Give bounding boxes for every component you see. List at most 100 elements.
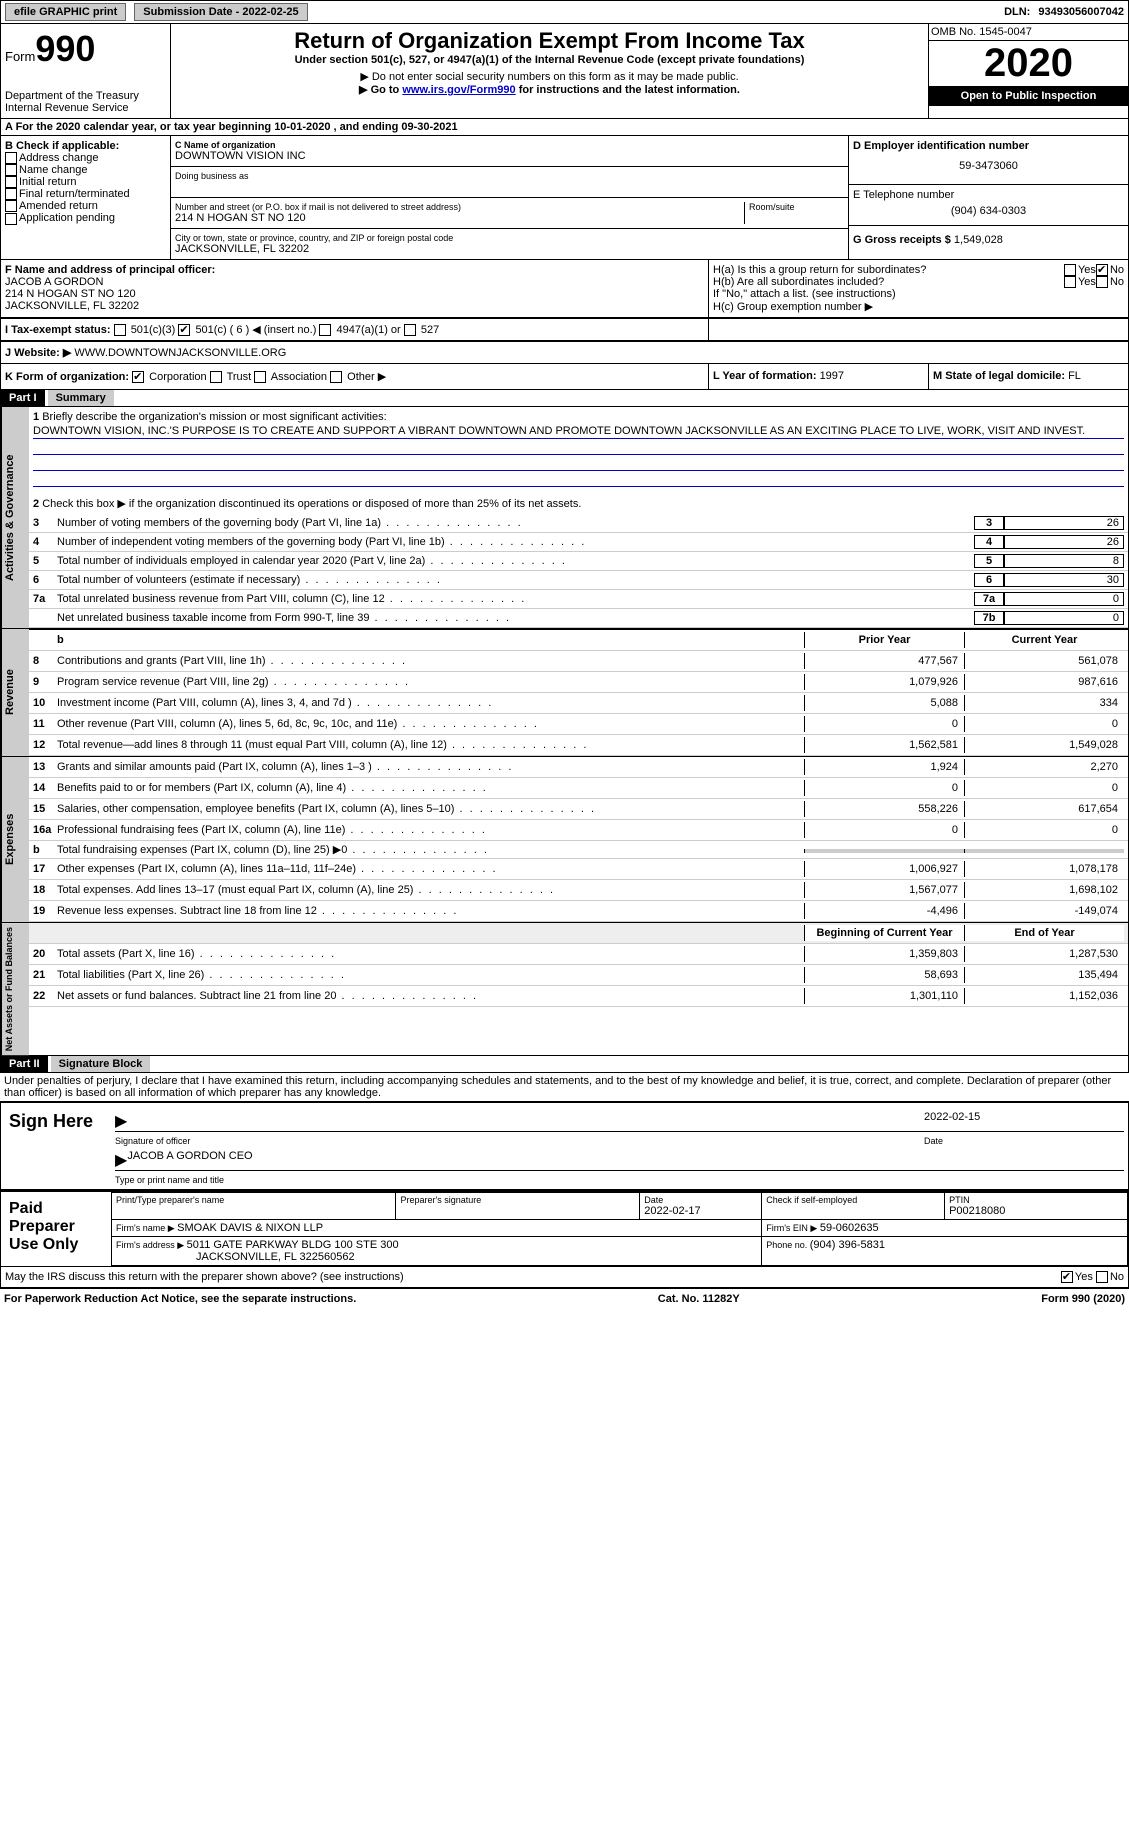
- ha-no-label: No: [1110, 264, 1124, 276]
- exp-line: bTotal fundraising expenses (Part IX, co…: [29, 841, 1128, 859]
- date-label: Date: [924, 1136, 1124, 1146]
- gov-line: Net unrelated business taxable income fr…: [29, 609, 1128, 628]
- net-line: 22Net assets or fund balances. Subtract …: [29, 986, 1128, 1007]
- prep-phone: (904) 396-5831: [810, 1239, 885, 1251]
- exp-line: 15Salaries, other compensation, employee…: [29, 799, 1128, 820]
- note-goto-pre: ▶ Go to: [359, 84, 402, 96]
- discuss-no[interactable]: [1096, 1271, 1108, 1283]
- line-l-label: L Year of formation:: [713, 370, 820, 382]
- sign-here-section: Sign Here ▶ 2022-02-15 Signature of offi…: [0, 1101, 1129, 1190]
- discuss-label: May the IRS discuss this return with the…: [5, 1271, 1061, 1283]
- submission-date: 2022-02-25: [242, 6, 298, 18]
- officer-name: JACOB A GORDON: [5, 276, 704, 288]
- hb-yes[interactable]: [1064, 276, 1076, 288]
- self-emp-label: Check if self-employed: [766, 1195, 940, 1205]
- submission-label: Submission Date -: [143, 6, 242, 18]
- city-label: City or town, state or province, country…: [175, 233, 844, 243]
- hb-no[interactable]: [1096, 276, 1108, 288]
- chk-501c[interactable]: [178, 324, 190, 336]
- section-g-label: G Gross receipts $: [853, 234, 954, 246]
- checkbox-initial[interactable]: [5, 176, 17, 188]
- paid-preparer-label: Paid Preparer Use Only: [1, 1192, 111, 1266]
- addr-label: Number and street (or P.O. box if mail i…: [175, 202, 744, 212]
- footer-mid: Cat. No. 11282Y: [658, 1293, 740, 1305]
- opt-501c3: 501(c)(3): [131, 324, 176, 336]
- section-f-h: F Name and address of principal officer:…: [0, 260, 1129, 319]
- chk-trust[interactable]: [210, 371, 222, 383]
- section-d-label: D Employer identification number: [853, 140, 1124, 152]
- part2-header-row: Part II Signature Block: [0, 1056, 1129, 1073]
- part1-revenue: Revenue b Prior Year Current Year 8Contr…: [0, 629, 1129, 757]
- paid-preparer-section: Paid Preparer Use Only Print/Type prepar…: [0, 1190, 1129, 1267]
- hb-no-label: No: [1110, 276, 1124, 288]
- form-header: Form990 Department of the Treasury Inter…: [0, 24, 1129, 119]
- prep-date: 2022-02-17: [644, 1205, 757, 1217]
- checkbox-name-change[interactable]: [5, 164, 17, 176]
- submission-date-button[interactable]: Submission Date - 2022-02-25: [134, 3, 307, 21]
- section-f-label: F Name and address of principal officer:: [5, 264, 704, 276]
- col-current-header: Current Year: [964, 632, 1124, 648]
- rev-line: 9Program service revenue (Part VIII, lin…: [29, 672, 1128, 693]
- irs-link[interactable]: www.irs.gov/Form990: [402, 84, 515, 96]
- col-beg-header: Beginning of Current Year: [804, 925, 964, 941]
- chk-4947[interactable]: [319, 324, 331, 336]
- side-expenses: Expenses: [1, 757, 29, 922]
- exp-line: 13Grants and similar amounts paid (Part …: [29, 757, 1128, 778]
- chk-assoc[interactable]: [254, 371, 266, 383]
- form-title: Return of Organization Exempt From Incom…: [175, 28, 924, 54]
- discuss-yes-label: Yes: [1075, 1271, 1093, 1283]
- gov-line: 3Number of voting members of the governi…: [29, 514, 1128, 533]
- q2-label: Check this box ▶ if the organization dis…: [42, 498, 581, 510]
- dln-label: DLN:: [1004, 6, 1030, 18]
- note-ssn: ▶ Do not enter social security numbers o…: [175, 70, 924, 83]
- chk-other[interactable]: [330, 371, 342, 383]
- side-revenue: Revenue: [1, 629, 29, 756]
- side-netassets: Net Assets or Fund Balances: [1, 923, 29, 1055]
- ptin: P00218080: [949, 1205, 1123, 1217]
- opt-corp: Corporation: [149, 371, 206, 383]
- open-inspection: Open to Public Inspection: [929, 86, 1128, 106]
- chk-501c3[interactable]: [114, 324, 126, 336]
- officer-addr1: 214 N HOGAN ST NO 120: [5, 288, 704, 300]
- state-domicile: FL: [1068, 370, 1081, 382]
- checkbox-pending[interactable]: [5, 213, 17, 225]
- section-k-l-m: K Form of organization: Corporation Trus…: [0, 364, 1129, 390]
- prep-name-label: Print/Type preparer's name: [116, 1195, 391, 1205]
- part1-label: Part I: [1, 390, 45, 406]
- col-prior-header: Prior Year: [804, 632, 964, 648]
- firm-addr1: 5011 GATE PARKWAY BLDG 100 STE 300: [187, 1239, 399, 1251]
- ha-no[interactable]: [1096, 264, 1108, 276]
- form-number: 990: [35, 28, 95, 69]
- website: WWW.DOWNTOWNJACKSONVILLE.ORG: [74, 347, 286, 359]
- officer-name-title: JACOB A GORDON CEO: [127, 1150, 252, 1170]
- opt-initial: Initial return: [19, 176, 76, 188]
- ha-yes[interactable]: [1064, 264, 1076, 276]
- line-m-label: M State of legal domicile:: [933, 370, 1068, 382]
- year-formation: 1997: [820, 370, 844, 382]
- checkbox-address-change[interactable]: [5, 152, 17, 164]
- opt-name-change: Name change: [19, 164, 88, 176]
- section-c-name-label: C Name of organization: [175, 140, 844, 150]
- phone: (904) 634-0303: [853, 201, 1124, 221]
- checkbox-final[interactable]: [5, 188, 17, 200]
- discuss-yes[interactable]: [1061, 1271, 1073, 1283]
- gov-line: 6Total number of volunteers (estimate if…: [29, 571, 1128, 590]
- footer-right: Form 990 (2020): [1041, 1293, 1125, 1305]
- hb-yes-label: Yes: [1078, 276, 1096, 288]
- penalty-text: Under penalties of perjury, I declare th…: [0, 1073, 1129, 1101]
- efile-print-button[interactable]: efile GRAPHIC print: [5, 3, 126, 21]
- chk-527[interactable]: [404, 324, 416, 336]
- opt-address-change: Address change: [19, 152, 99, 164]
- hc-label: H(c) Group exemption number ▶: [713, 300, 1124, 313]
- opt-trust: Trust: [227, 371, 252, 383]
- opt-assoc: Association: [271, 371, 327, 383]
- sig-date: 2022-02-15: [924, 1111, 1124, 1131]
- firm-name: SMOAK DAVIS & NIXON LLP: [177, 1222, 323, 1234]
- checkbox-amended[interactable]: [5, 200, 17, 212]
- dba-label: Doing business as: [175, 171, 844, 181]
- part2-label: Part II: [1, 1056, 48, 1072]
- section-j: J Website: ▶ WWW.DOWNTOWNJACKSONVILLE.OR…: [0, 342, 1129, 364]
- ptin-label: PTIN: [949, 1195, 1123, 1205]
- org-name: DOWNTOWN VISION INC: [175, 150, 844, 162]
- chk-corp[interactable]: [132, 371, 144, 383]
